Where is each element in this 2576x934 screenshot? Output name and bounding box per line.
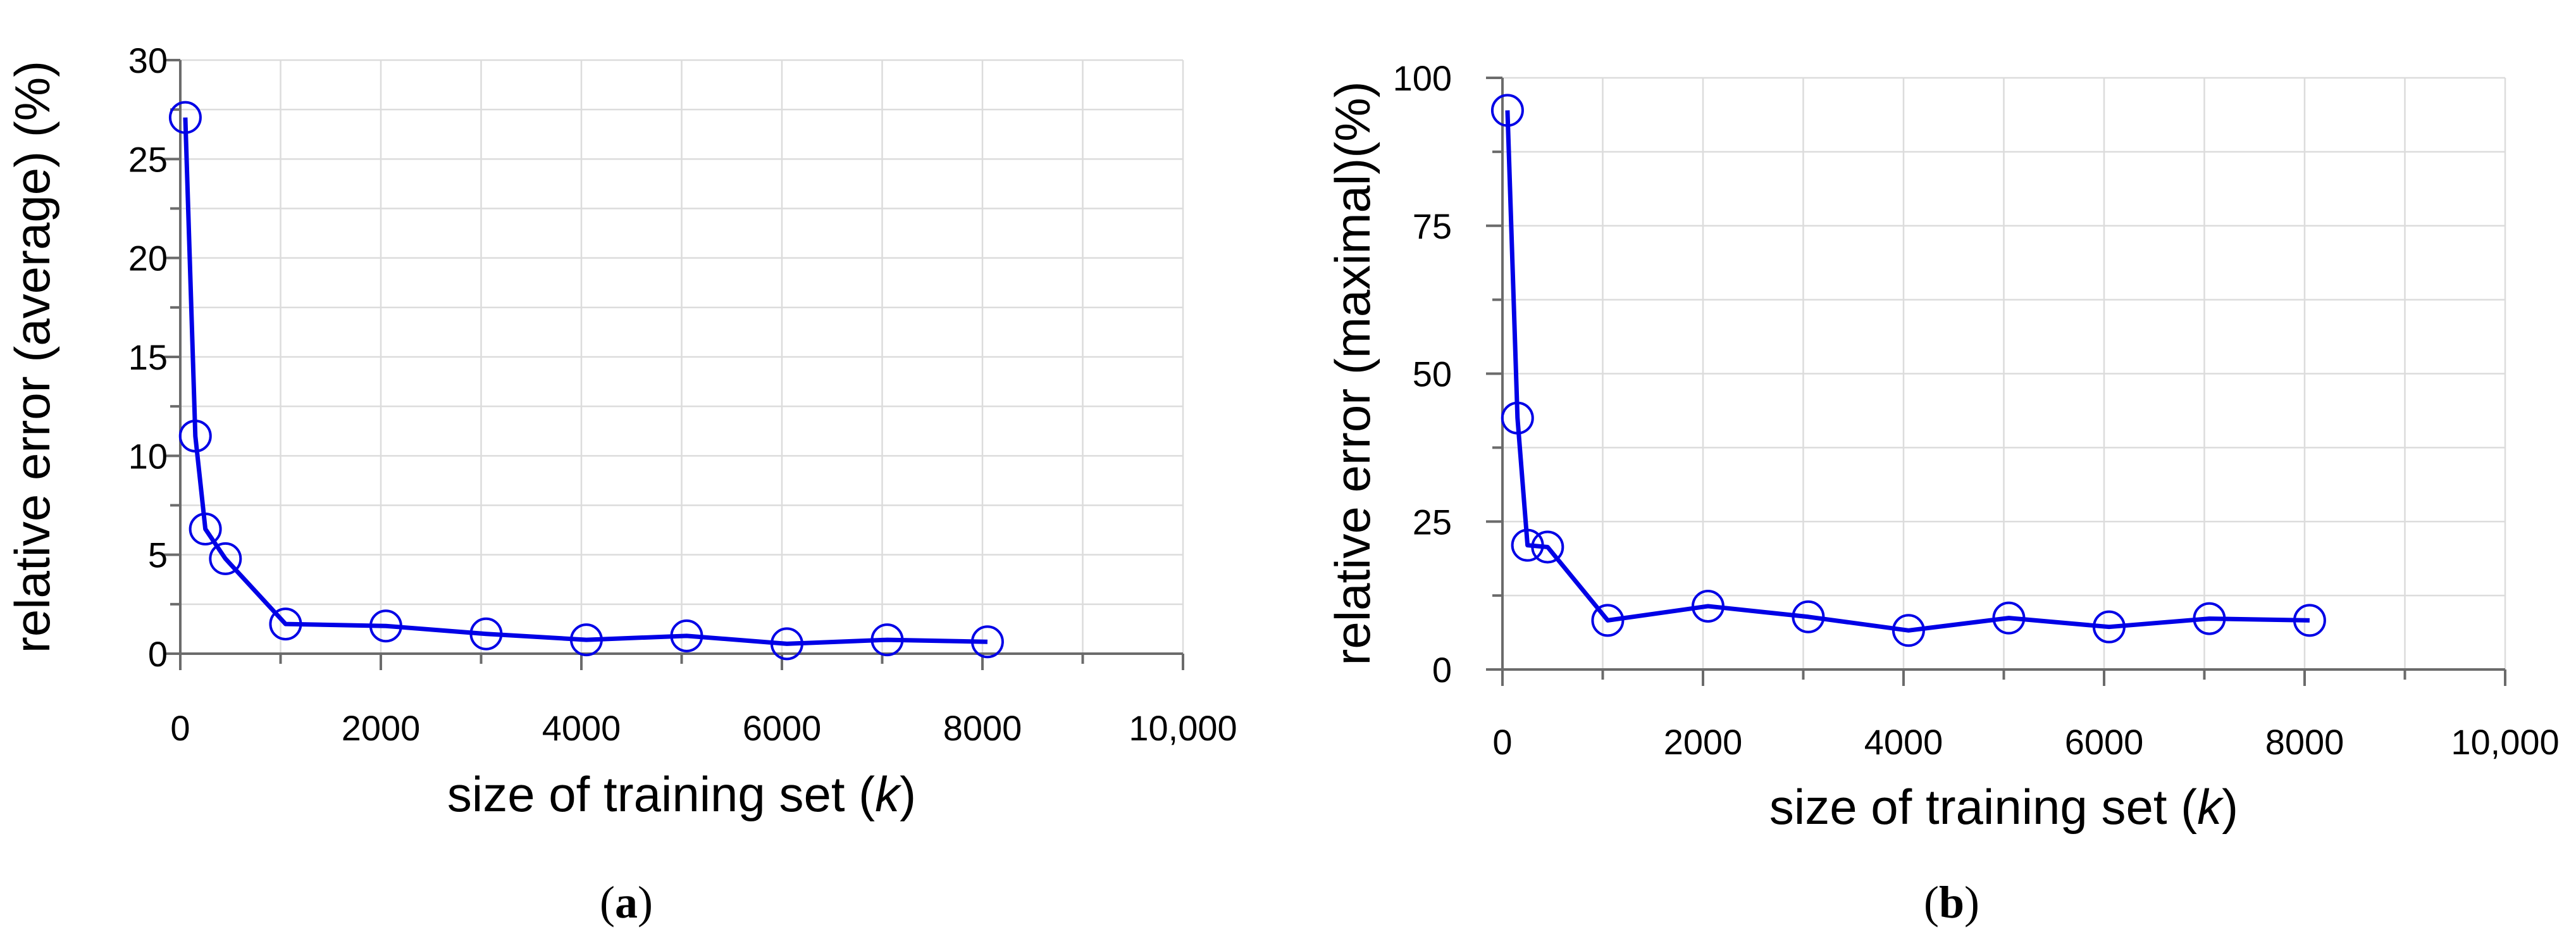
y-axis-title: relative error (average) (%) <box>4 61 60 653</box>
data-point-marker <box>168 101 202 134</box>
data-point-marker <box>2092 610 2126 644</box>
data-point-marker <box>1591 604 1625 637</box>
y-tick-label: 75 <box>1413 206 1452 246</box>
chart-panel-a: 0 2000 4000 6000 8000 10,000 0 5 10 15 20 25 30 size … <box>4 40 1237 928</box>
y-axis-title: relative error (maximal)(%) <box>1325 81 1380 665</box>
y-tick-label: 25 <box>128 139 168 179</box>
y-tick-label: 25 <box>1413 502 1452 542</box>
data-point-marker <box>870 623 904 657</box>
data-point-marker <box>1501 401 1534 435</box>
gridlines <box>179 59 1184 655</box>
x-tick-label: 8000 <box>943 708 1022 748</box>
axes <box>1486 77 2506 686</box>
x-tick-label: 0 <box>1492 722 1512 762</box>
x-axis-title-text: size of training set ( <box>1769 779 2197 835</box>
data-point-marker <box>1992 601 2026 635</box>
y-tick-label: 0 <box>1432 650 1452 690</box>
data-point-marker <box>1691 589 1725 623</box>
data-point-marker <box>1892 614 1925 647</box>
y-tick-label: 5 <box>148 535 168 575</box>
panel-caption: (b) <box>1924 877 1979 928</box>
x-axis-title-variable: k <box>2197 779 2224 835</box>
y-tick-label: 15 <box>128 337 168 377</box>
x-tick-label: 10,000 <box>1129 708 1237 748</box>
panel-caption-close: ) <box>638 877 653 928</box>
y-tick-label: 10 <box>128 436 168 476</box>
data-point-marker <box>2293 604 2326 637</box>
x-tick-label: 2000 <box>1664 722 1743 762</box>
data-point-marker <box>670 619 703 652</box>
axes <box>164 59 1184 670</box>
panel-caption: (a) <box>600 877 653 928</box>
series-line <box>1505 110 2310 633</box>
x-tick-label: 8000 <box>2265 722 2344 762</box>
x-axis-title-variable: k <box>875 766 902 822</box>
panel-caption-open: ( <box>1924 877 1939 928</box>
y-tick-label: 30 <box>128 40 168 80</box>
x-axis-title-tail: ) <box>900 766 916 822</box>
data-point-marker <box>970 625 1004 659</box>
x-tick-label: 10,000 <box>2451 722 2559 762</box>
x-tick-label: 6000 <box>2065 722 2144 762</box>
panel-caption-close: ) <box>1964 877 1979 928</box>
x-tick-label: 4000 <box>1864 722 1943 762</box>
data-point-marker <box>189 513 222 546</box>
chart-panel-b: 0 2000 4000 6000 8000 10,000 0 25 50 75 100 size of… <box>1325 58 2560 928</box>
data-point-marker <box>1490 94 1524 127</box>
x-axis-title: size of training set (k) <box>447 766 916 822</box>
data-point-marker <box>469 617 503 651</box>
data-point-marker <box>1531 530 1564 564</box>
panel-caption-letter: b <box>1939 877 1964 928</box>
x-axis-title-text: size of training set ( <box>447 766 875 822</box>
x-tick-label: 0 <box>170 708 190 748</box>
data-point-marker <box>269 607 302 641</box>
panel-caption-letter: a <box>615 877 638 928</box>
data-point-marker <box>178 420 212 453</box>
data-point-marker <box>209 542 242 575</box>
x-tick-label: 6000 <box>743 708 822 748</box>
y-tick-label: 100 <box>1393 58 1452 98</box>
data-point-marker <box>1511 528 1544 562</box>
data-point-marker <box>369 609 402 643</box>
data-point-marker <box>770 627 803 661</box>
x-tick-label: 2000 <box>342 708 421 748</box>
y-tick-label: 0 <box>148 634 168 674</box>
x-axis-title-tail: ) <box>2222 779 2238 835</box>
x-axis-title: size of training set (k) <box>1769 779 2238 835</box>
data-point-marker <box>2193 602 2226 635</box>
data-point-marker <box>1792 600 1825 633</box>
panel-caption-open: ( <box>600 877 615 928</box>
y-tick-label: 50 <box>1413 354 1452 394</box>
x-tick-label: 4000 <box>542 708 621 748</box>
y-tick-label: 20 <box>128 239 168 278</box>
data-point-marker <box>569 623 603 657</box>
